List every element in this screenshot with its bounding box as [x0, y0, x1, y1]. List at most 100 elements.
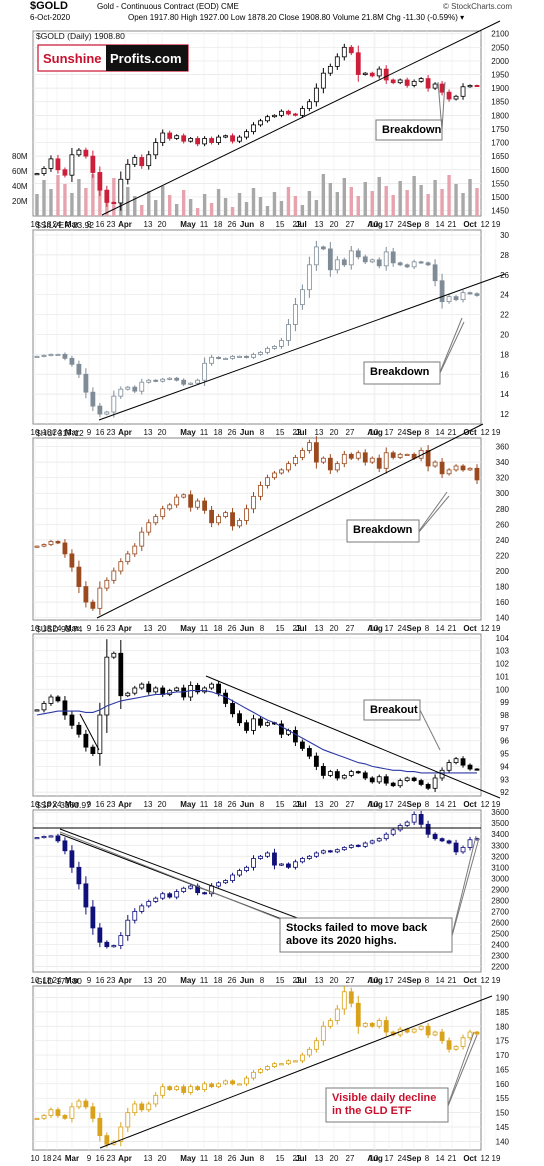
x-axis-label: 8: [260, 1154, 265, 1163]
price-candle: [69, 154, 75, 176]
x-axis-label: 27: [346, 1154, 355, 1163]
symbol-title: $GOLD: [30, 0, 68, 12]
y-tick-label: 22: [500, 311, 509, 320]
price-candle: [286, 863, 291, 868]
price-candle: [397, 780, 403, 787]
price-candle: [174, 891, 180, 898]
price-candle: [425, 78, 431, 89]
x-axis-label: 10: [31, 220, 40, 229]
x-axis-label: 20: [330, 220, 339, 229]
x-axis-label: Mar: [65, 976, 79, 985]
panel-hui: 140 160 180 200 220 240 260 280 300 320 340 360 $HUI…: [32, 428, 510, 623]
callout-text: Stocks failed to move back: [286, 922, 428, 934]
price-candle: [327, 457, 333, 471]
x-axis-label: Aug: [367, 976, 383, 985]
price-candle: [216, 882, 221, 887]
x-axis-label: 10: [370, 220, 379, 229]
price-candle: [293, 861, 298, 868]
y-tick-label: 3300: [491, 841, 509, 850]
x-axis-label: 27: [346, 800, 355, 809]
symbol-description: Gold - Continuous Contract (EOD) CME: [97, 2, 239, 11]
price-candle: [453, 758, 459, 763]
callout-pointer: [447, 1031, 475, 1106]
price-candle: [132, 910, 138, 921]
price-candle: [153, 897, 159, 902]
price-candle: [223, 357, 228, 360]
callout-box: [325, 1087, 449, 1123]
price-candle: [439, 461, 445, 475]
price-candle: [62, 169, 68, 176]
volume-bar: [384, 186, 388, 216]
price-candle: [34, 709, 40, 712]
price-candle: [69, 1106, 75, 1119]
panel-title: $SILVER 23.92: [36, 220, 94, 230]
y-tick-label: 3200: [491, 852, 509, 861]
price-candle: [306, 264, 312, 291]
x-axis-label: 12: [481, 1154, 490, 1163]
x-axis-label: 8: [260, 976, 265, 985]
x-axis-label: Oct: [463, 800, 477, 809]
x-axis-label: 18: [43, 428, 52, 437]
x-axis-label: 24: [53, 220, 62, 229]
y-tick-label: 155: [496, 1094, 510, 1103]
spx-downtrend-line: [59, 828, 301, 920]
x-axis-label: 10: [370, 976, 379, 985]
price-candle: [125, 553, 131, 563]
price-candle: [195, 138, 201, 145]
price-candle: [348, 250, 354, 266]
x-axis-label: 9: [87, 976, 92, 985]
price-candle: [41, 1115, 47, 1119]
x-axis-label: 20: [158, 624, 167, 633]
price-candle: [223, 880, 228, 884]
volume-bar: [475, 188, 479, 216]
y-tick-label: 98: [500, 711, 509, 720]
price-candle: [334, 463, 340, 471]
volume-bar: [405, 190, 409, 216]
price-candle: [418, 1025, 424, 1030]
x-axis-label: 10: [31, 976, 40, 985]
x-axis-label: 9: [87, 428, 92, 437]
x-axis-label: 16: [96, 800, 105, 809]
x-axis-label: 8: [260, 428, 265, 437]
price-candle: [251, 858, 256, 868]
price-candle: [153, 516, 159, 524]
x-axis-label: 24: [398, 220, 407, 229]
volume-bar: [42, 180, 46, 216]
y-tick-label: 1850: [491, 98, 509, 107]
x-axis-label: 9: [87, 1154, 92, 1163]
price-candle: [265, 852, 270, 857]
price-candle: [76, 866, 82, 885]
price-candle: [111, 570, 117, 581]
y-tick-label: 140: [496, 1137, 510, 1146]
price-candle: [111, 201, 117, 204]
price-candle: [83, 733, 89, 748]
price-candle: [390, 782, 396, 787]
price-candle: [467, 85, 473, 88]
callout-pointer: [437, 81, 443, 131]
x-axis-label: 18: [43, 624, 52, 633]
x-axis-label: Jun: [240, 624, 254, 633]
volume-bar: [77, 179, 81, 216]
price-candle: [446, 91, 452, 100]
y-tick-label: 340: [496, 458, 510, 467]
price-candle: [460, 465, 466, 471]
x-axis-label: 26: [228, 220, 237, 229]
volume-tick-label: 40M: [12, 182, 28, 191]
volume-bar: [293, 196, 298, 216]
x-axis-label: 11: [200, 976, 209, 985]
x-axis-label: 24: [398, 1154, 407, 1163]
y-tick-label: 1600: [491, 166, 509, 175]
price-candle: [62, 353, 68, 359]
x-axis-label: Jun: [240, 800, 254, 809]
price-candle: [369, 259, 375, 263]
y-tick-label: 140: [496, 614, 510, 623]
y-tick-label: 240: [496, 536, 510, 545]
y-tick-label: 220: [496, 551, 510, 560]
logo-text-profits: Profits.com: [110, 51, 182, 66]
header-date: 6-Oct-2020: [30, 13, 71, 22]
price-candle: [174, 1086, 180, 1090]
x-axis-label: 10: [31, 428, 40, 437]
price-candle: [439, 280, 445, 303]
y-tick-label: 1550: [491, 179, 509, 188]
x-axis-label: 26: [228, 1154, 237, 1163]
